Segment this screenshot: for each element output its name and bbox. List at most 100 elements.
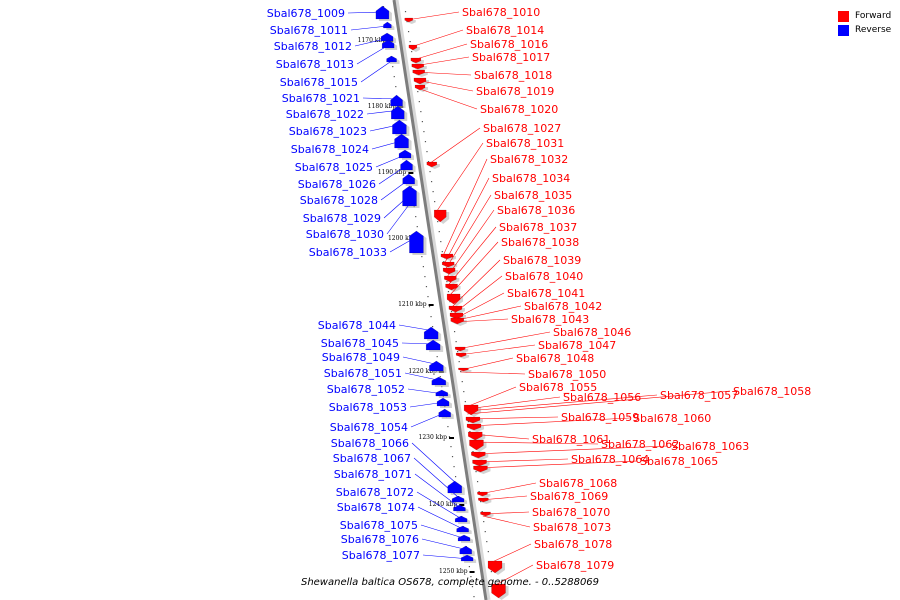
backbone-dot [447, 291, 450, 293]
backbone-dot [439, 376, 441, 378]
forward-gene-label: Sbal678_1070 [532, 506, 610, 519]
leader-line [378, 163, 410, 185]
forward-gene-feature [433, 209, 450, 224]
forward-gene-feature [478, 497, 492, 504]
reverse-gene-label: Sbal678_1067 [333, 452, 411, 465]
reverse-gene-feature [453, 504, 469, 513]
legend-item-reverse: Reverse [838, 23, 891, 37]
backbone-dot [451, 456, 454, 458]
scale-label: 1230 kbp [419, 434, 448, 441]
scale-label: 1240 kbp [429, 501, 458, 508]
backbone-dot [422, 266, 424, 268]
leader-line [412, 43, 468, 61]
forward-gene-label: Sbal678_1019 [476, 85, 554, 98]
leader-line [460, 371, 526, 375]
backbone-dot [411, 51, 413, 53]
reverse-gene-label: Sbal678_1023 [289, 125, 367, 138]
leader-line [428, 127, 481, 165]
backbone-dot [440, 241, 442, 243]
reverse-gene-feature [381, 39, 398, 50]
reverse-gene-feature [386, 55, 400, 64]
backbone-dot [421, 256, 423, 258]
leader-line [422, 554, 470, 560]
backbone-dot [468, 566, 470, 568]
leader-line [468, 417, 631, 427]
forward-gene-label: Sbal678_1032 [490, 153, 568, 166]
reverse-gene-label: Sbal678_1072 [336, 486, 414, 499]
backbone-dot [417, 91, 419, 93]
backbone-dot [424, 276, 426, 278]
leader-line [415, 79, 474, 92]
leader-line [417, 87, 478, 110]
scale-label: 1200 kbp [388, 235, 417, 242]
leader-line [467, 390, 731, 415]
forward-gene-feature [446, 293, 464, 306]
backbone-dot [427, 296, 429, 298]
scale-label: 1180 kbp [368, 103, 397, 110]
backbone-dot [429, 171, 431, 173]
forward-gene-label: Sbal678_1064 [571, 453, 649, 466]
leader-line [421, 538, 469, 551]
scale-tick [449, 437, 455, 439]
legend: Forward Reverse [838, 9, 891, 37]
forward-gene-feature [465, 416, 483, 425]
backbone-dot [428, 306, 431, 308]
leader-line [366, 109, 401, 115]
forward-gene-label: Sbal678_1048 [516, 352, 594, 365]
leader-line [452, 292, 505, 321]
backbone-dot [420, 111, 422, 113]
reverse-gene-label: Sbal678_1071 [334, 468, 412, 481]
leader-line [482, 515, 531, 528]
forward-gene-label: Sbal678_1056 [563, 391, 641, 404]
leader-line [410, 29, 464, 48]
reverse-gene-label: Sbal678_1009 [267, 7, 345, 20]
forward-gene-label: Sbal678_1061 [532, 433, 610, 446]
forward-gene-label: Sbal678_1020 [480, 103, 558, 116]
leader-line [442, 158, 488, 257]
legend-item-forward: Forward [838, 9, 891, 23]
leader-line [398, 324, 435, 332]
leader-line [356, 43, 391, 65]
leader-line [413, 457, 461, 500]
reverse-gene-label: Sbal678_1033 [309, 246, 387, 259]
leader-line [350, 25, 388, 31]
leader-line [416, 491, 464, 521]
reverse-gene-label: Sbal678_1049 [322, 351, 400, 364]
leader-line [414, 473, 462, 510]
leader-line [371, 139, 406, 150]
scale-label: 1250 kbp [439, 568, 468, 575]
leader-line [417, 506, 466, 531]
scale-label: 1190 kbp [378, 169, 407, 176]
reverse-gene-label: Sbal678_1030 [306, 228, 384, 241]
forward-gene-label: Sbal678_1059 [561, 411, 639, 424]
forward-gene-label: Sbal678_1057 [660, 389, 738, 402]
reverse-gene-feature [429, 360, 447, 373]
forward-gene-feature [445, 283, 461, 292]
backbone-dot [458, 361, 460, 363]
forward-gene-label: Sbal678_1058 [733, 385, 811, 398]
forward-gene-label: Sbal678_1027 [483, 122, 561, 135]
leader-line [443, 177, 490, 265]
forward-gene-label: Sbal678_1016 [470, 38, 548, 51]
leader-line [409, 401, 446, 408]
reverse-gene-label: Sbal678_1024 [291, 143, 369, 156]
reverse-gene-label: Sbal678_1054 [330, 421, 408, 434]
reverse-gene-label: Sbal678_1012 [274, 40, 352, 53]
reverse-gene-label: Sbal678_1029 [303, 212, 381, 225]
reverse-gene-feature [436, 397, 453, 408]
leader-line [458, 344, 536, 356]
forward-gene-label: Sbal678_1062 [601, 438, 679, 451]
forward-gene-label: Sbal678_1036 [497, 204, 575, 217]
backbone-dot [430, 181, 433, 183]
reverse-gene-feature [454, 515, 471, 524]
leader-line [480, 495, 528, 501]
reverse-gene-feature [459, 545, 475, 556]
reverse-gene-feature [402, 185, 420, 208]
forward-gene-label: Sbal678_1046 [553, 326, 631, 339]
reverse-gene-label: Sbal678_1021 [282, 92, 360, 105]
reverse-swatch [838, 24, 849, 36]
backbone-dot [443, 261, 445, 263]
backbone-dot [432, 191, 434, 193]
leader-line [407, 388, 445, 395]
leader-line [448, 241, 499, 297]
